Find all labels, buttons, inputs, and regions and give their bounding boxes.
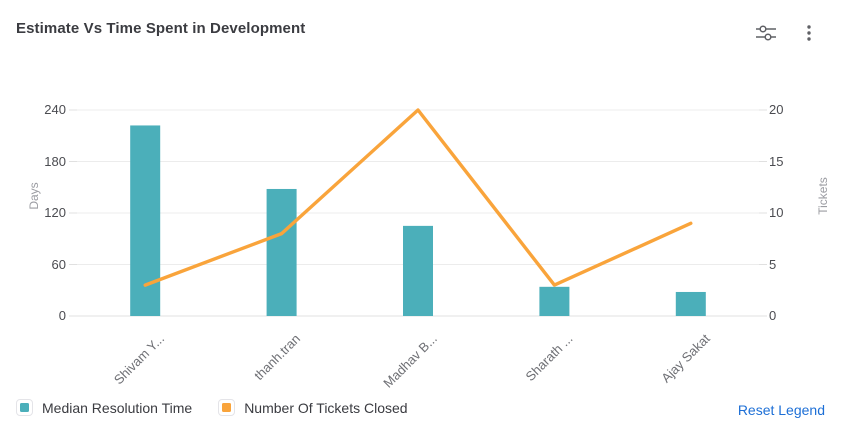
legend-item-number-of-tickets-closed[interactable]: Number Of Tickets Closed [218, 399, 408, 416]
bar-thanh.tran[interactable] [266, 188, 297, 316]
kebab-menu-icon[interactable] [801, 23, 817, 43]
legend-swatch-line [218, 399, 236, 416]
bar-Madhav B...[interactable] [403, 225, 433, 316]
left-axis-tick-label: 60 [51, 256, 66, 272]
right-axis-tick-label: 5 [769, 256, 777, 272]
reset-legend-link[interactable]: Reset Legend [737, 402, 825, 418]
bar-Sharath ...[interactable] [539, 286, 570, 316]
filter-sliders-icon[interactable] [755, 24, 777, 42]
bar-Shivam Y...[interactable] [130, 125, 161, 316]
right-axis-tick-label: 10 [769, 205, 784, 220]
legend-swatch-bar [16, 399, 33, 416]
left-axis-tick-label: 0 [58, 308, 66, 323]
right-axis-tick-label: 15 [769, 153, 784, 169]
legend-label: Number Of Tickets Closed [244, 399, 408, 416]
legend-label: Median Resolution Time [42, 399, 193, 416]
left-axis-title: Days [27, 182, 41, 210]
chart-legend: Median Resolution Time Number Of Tickets… [16, 399, 408, 416]
legend-item-median-resolution-time[interactable]: Median Resolution Time [16, 399, 192, 416]
chart-title: Estimate Vs Time Spent in Development [16, 20, 306, 37]
right-axis-title: Tickets [816, 177, 830, 215]
bar-Ajay Sakat[interactable] [675, 291, 706, 316]
right-axis-tick-label: 0 [769, 308, 777, 323]
right-axis-tick-label: 20 [769, 102, 784, 117]
left-axis-tick-label: 240 [44, 102, 66, 117]
line-number-of-tickets-closed[interactable] [143, 108, 693, 287]
left-axis-tick-label: 180 [44, 153, 66, 169]
left-axis-tick-label: 120 [44, 205, 66, 220]
